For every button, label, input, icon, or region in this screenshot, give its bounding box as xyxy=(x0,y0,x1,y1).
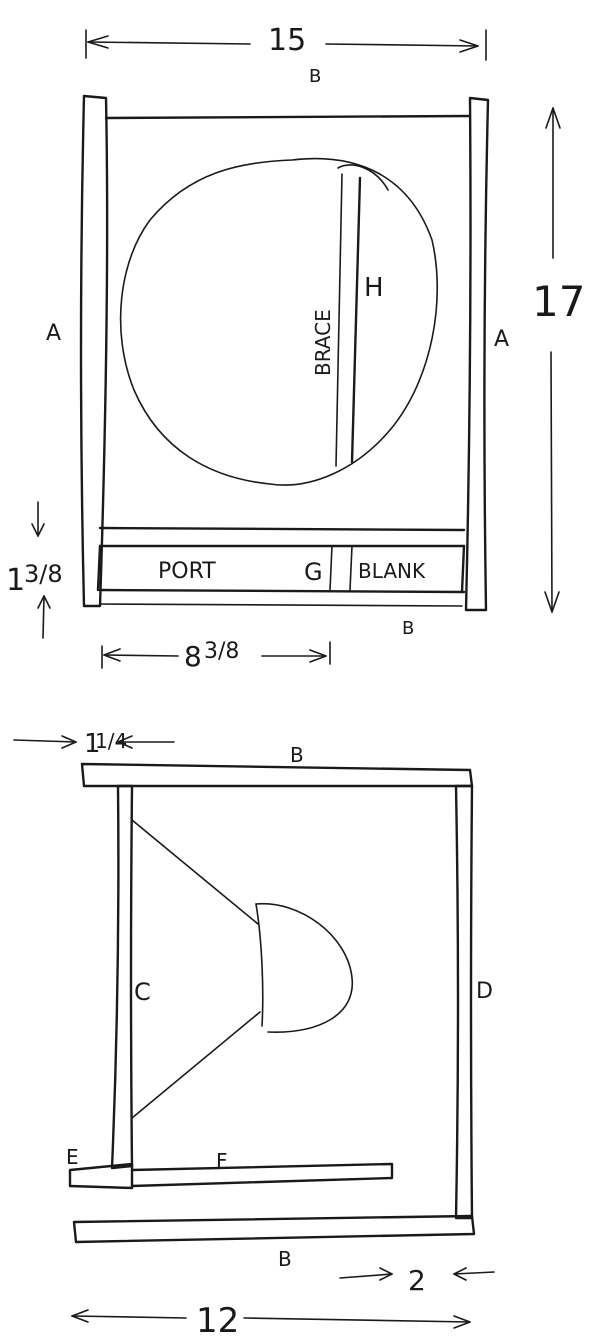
front-width-label: 15 xyxy=(268,23,306,58)
shelf-f xyxy=(130,1162,394,1188)
front-panel-label: C xyxy=(134,978,151,1006)
front-left-side-label: A xyxy=(46,321,61,346)
port-length-dimension xyxy=(101,641,331,669)
side-top-panel-label: B xyxy=(290,743,304,767)
side-top-panel xyxy=(80,762,474,788)
port-assembly xyxy=(96,526,466,607)
front-right-side-label: A xyxy=(494,327,509,352)
speaker-cutout-overlap xyxy=(337,164,389,191)
front-panel-c xyxy=(110,784,134,1170)
front-top-rail xyxy=(104,114,472,120)
front-left-side-panel xyxy=(79,94,109,608)
front-bottom-panel-label: B xyxy=(402,618,414,639)
blank-label: BLANK xyxy=(358,559,426,583)
thickness-dimension xyxy=(13,735,175,749)
back-panel-d xyxy=(454,784,474,1220)
port-height-fraction: 3/8 xyxy=(24,560,63,588)
front-width-dimension xyxy=(85,29,487,61)
port-length-fraction: 3/8 xyxy=(204,639,239,664)
front-height-label: 17 xyxy=(532,277,585,326)
speaker-cutout xyxy=(119,157,439,486)
front-right-side-panel xyxy=(464,96,490,612)
port-divider-label: G xyxy=(304,558,323,586)
depth-dimension xyxy=(71,1309,471,1329)
side-view: 1 1/4 B C D E F B xyxy=(13,729,495,1341)
front-top-panel-label: B xyxy=(309,66,321,87)
port-height-dimension xyxy=(31,501,51,639)
front-height-dimension xyxy=(544,107,561,613)
thickness-fraction: 1/4 xyxy=(95,729,127,753)
base-block-e xyxy=(68,1162,134,1190)
depth-label: 12 xyxy=(196,1301,239,1341)
speaker-profile xyxy=(131,819,353,1119)
offset-dimension xyxy=(339,1267,495,1281)
brace-h xyxy=(335,173,362,467)
side-bottom-panel-label: B xyxy=(278,1247,292,1271)
offset-label: 2 xyxy=(408,1264,426,1297)
back-panel-label: D xyxy=(476,979,493,1004)
front-view: 15 B BRACE H A A 17 xyxy=(6,23,585,673)
port-label: PORT xyxy=(158,559,216,584)
brace-panel-label: H xyxy=(364,273,384,303)
base-block-label: E xyxy=(66,1145,79,1169)
shelf-label: F xyxy=(216,1149,228,1173)
port-height-whole: 1 xyxy=(6,563,25,598)
thickness-whole: 1 xyxy=(84,729,101,759)
port-length-whole: 8 xyxy=(184,640,202,673)
side-bottom-panel xyxy=(72,1214,476,1244)
brace-label: BRACE xyxy=(311,309,335,376)
